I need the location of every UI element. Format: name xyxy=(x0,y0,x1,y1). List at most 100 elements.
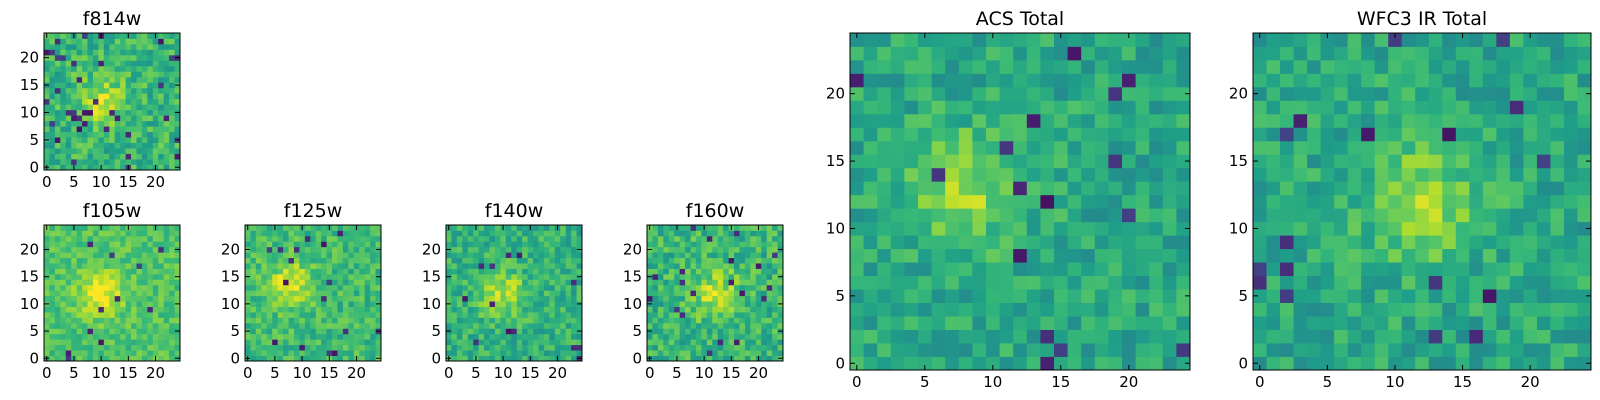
heatmap-cell xyxy=(533,295,539,302)
heatmap-cell xyxy=(109,290,116,297)
heatmap-cell xyxy=(310,333,317,340)
heatmap-cell xyxy=(44,65,50,72)
heatmap-cell xyxy=(71,82,78,89)
heatmap-cell xyxy=(163,104,170,111)
heatmap-cell xyxy=(1122,289,1136,303)
heatmap-cell xyxy=(1347,262,1362,277)
heatmap-cell xyxy=(304,333,311,340)
heatmap-cell xyxy=(522,328,528,335)
heatmap-cell xyxy=(701,257,708,264)
heatmap-cell xyxy=(288,263,295,269)
heatmap-cell xyxy=(1496,302,1511,317)
heatmap-cell xyxy=(494,284,501,291)
heatmap-cell xyxy=(668,257,675,264)
heatmap-cell xyxy=(1577,343,1592,357)
heatmap-cell xyxy=(701,301,708,307)
heatmap-cell xyxy=(250,295,257,302)
heatmap-cell xyxy=(1482,289,1497,303)
heatmap-cell xyxy=(109,71,116,78)
heatmap-cell xyxy=(1563,140,1578,155)
heatmap-cell xyxy=(364,235,371,242)
heatmap-cell xyxy=(293,252,300,259)
heatmap-cell xyxy=(761,322,768,329)
heatmap-cell xyxy=(1026,329,1041,344)
heatmap-cell xyxy=(1081,59,1096,74)
heatmap-cell xyxy=(755,290,762,297)
heatmap-cell xyxy=(1081,46,1096,61)
heatmap-cell xyxy=(701,295,708,302)
heatmap-cell xyxy=(473,339,480,346)
heatmap-cell xyxy=(494,257,501,264)
heatmap-cell xyxy=(49,142,56,149)
heatmap-cell xyxy=(54,230,61,237)
heatmap-cell xyxy=(1536,289,1551,303)
heatmap-cell xyxy=(158,230,165,237)
heatmap-cell xyxy=(272,230,279,237)
heatmap-cell xyxy=(109,306,116,313)
heatmap-cell xyxy=(272,344,279,351)
heatmap-cell xyxy=(1563,289,1578,303)
heatmap-cell xyxy=(1067,208,1082,223)
heatmap-cell xyxy=(114,290,121,297)
heatmap-cell xyxy=(353,339,360,346)
heatmap-cell xyxy=(1320,275,1335,290)
heatmap-cell xyxy=(522,273,528,280)
heatmap-cell xyxy=(120,76,126,83)
heatmap-cell xyxy=(87,148,94,154)
heatmap-cell xyxy=(734,295,740,302)
heatmap-cell xyxy=(109,322,116,329)
heatmap-cell xyxy=(169,241,175,248)
heatmap-cell xyxy=(554,333,561,340)
heatmap-cell xyxy=(326,252,333,259)
heatmap-cell xyxy=(337,225,344,231)
heatmap-cell xyxy=(136,317,143,324)
heatmap-cell xyxy=(114,252,121,259)
heatmap-cell xyxy=(766,301,773,307)
heatmap-cell xyxy=(1013,181,1028,196)
heatmap-cell xyxy=(554,328,561,335)
y-tick-label: 15 xyxy=(20,76,39,94)
heatmap-cell xyxy=(163,225,170,231)
heatmap-cell xyxy=(54,344,61,351)
heatmap-cell xyxy=(1081,33,1096,47)
heatmap-cell xyxy=(87,241,94,248)
heatmap-cell xyxy=(706,290,713,297)
heatmap-cell xyxy=(375,312,382,318)
heatmap-cell xyxy=(49,241,56,248)
heatmap-cell xyxy=(1509,208,1524,223)
heatmap-cell xyxy=(114,43,121,50)
heatmap-cell xyxy=(163,322,170,329)
heatmap-cell xyxy=(1496,262,1511,277)
heatmap-cell xyxy=(163,71,170,78)
heatmap-cell xyxy=(245,290,251,297)
heatmap-cell xyxy=(750,279,757,286)
heatmap-cell xyxy=(158,279,165,286)
heatmap-cell xyxy=(516,230,523,237)
heatmap-cell xyxy=(850,194,864,209)
panel-title: f814w xyxy=(83,8,142,30)
heatmap-cell xyxy=(560,312,567,318)
heatmap-cell xyxy=(516,317,523,324)
heatmap-cell xyxy=(1428,316,1443,330)
heatmap-cell xyxy=(1496,46,1511,61)
heatmap-cell xyxy=(114,241,121,248)
heatmap-cell xyxy=(1401,167,1416,182)
heatmap-cell xyxy=(92,252,99,259)
heatmap-cell xyxy=(877,262,892,277)
heatmap-cell xyxy=(755,322,762,329)
heatmap-cell xyxy=(141,350,148,356)
heatmap-cell xyxy=(1577,154,1592,169)
heatmap-cell xyxy=(321,317,327,324)
heatmap-cell xyxy=(972,302,987,317)
heatmap-cell xyxy=(958,127,973,142)
heatmap-cell xyxy=(690,301,697,307)
heatmap-cell xyxy=(717,339,724,346)
heatmap-cell xyxy=(103,148,110,154)
heatmap-cell xyxy=(772,355,778,362)
heatmap-cell xyxy=(560,295,567,302)
heatmap-cell xyxy=(44,131,50,138)
heatmap-cell xyxy=(49,235,56,242)
heatmap-cell xyxy=(1577,208,1592,223)
heatmap-cell xyxy=(750,306,757,313)
heatmap-cell xyxy=(750,230,757,237)
